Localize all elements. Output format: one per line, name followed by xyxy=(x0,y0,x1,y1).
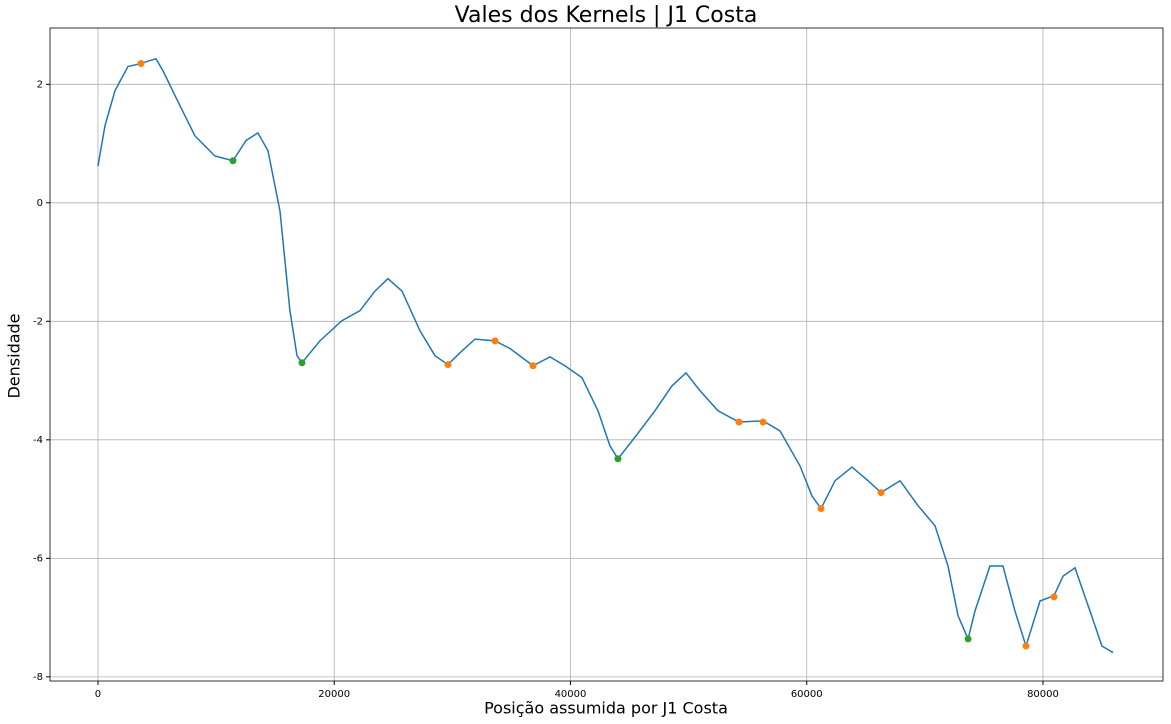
point xyxy=(817,505,825,513)
point xyxy=(735,418,743,426)
y-tick-label: -6 xyxy=(33,553,43,564)
point xyxy=(298,359,306,367)
point xyxy=(229,157,237,165)
x-tick-label: 60000 xyxy=(791,689,823,700)
y-tick-label: 2 xyxy=(37,79,43,90)
plot-frame xyxy=(49,27,1164,682)
y-tick-label: -8 xyxy=(33,672,43,683)
y-tick-label: -4 xyxy=(33,435,43,446)
x-tick-label: 40000 xyxy=(555,689,587,700)
point xyxy=(877,489,885,497)
point xyxy=(444,361,452,369)
x-tick-label: 80000 xyxy=(1027,689,1059,700)
point xyxy=(614,455,622,463)
x-tick-label: 0 xyxy=(95,689,101,700)
point xyxy=(529,362,537,370)
point xyxy=(137,60,145,68)
y-tick-label: -2 xyxy=(33,316,43,327)
y-axis-label: Densidade xyxy=(5,313,24,398)
x-axis-label: Posição assumida por J1 Costa xyxy=(484,699,728,718)
point xyxy=(759,418,767,426)
x-tick-label: 20000 xyxy=(318,689,350,700)
point xyxy=(491,337,499,345)
y-tick-label: 0 xyxy=(37,198,43,209)
point xyxy=(1022,642,1030,650)
chart-title: Vales dos Kernels | J1 Costa xyxy=(455,3,758,28)
line xyxy=(97,57,1114,654)
point xyxy=(964,635,972,643)
point xyxy=(1050,593,1058,601)
